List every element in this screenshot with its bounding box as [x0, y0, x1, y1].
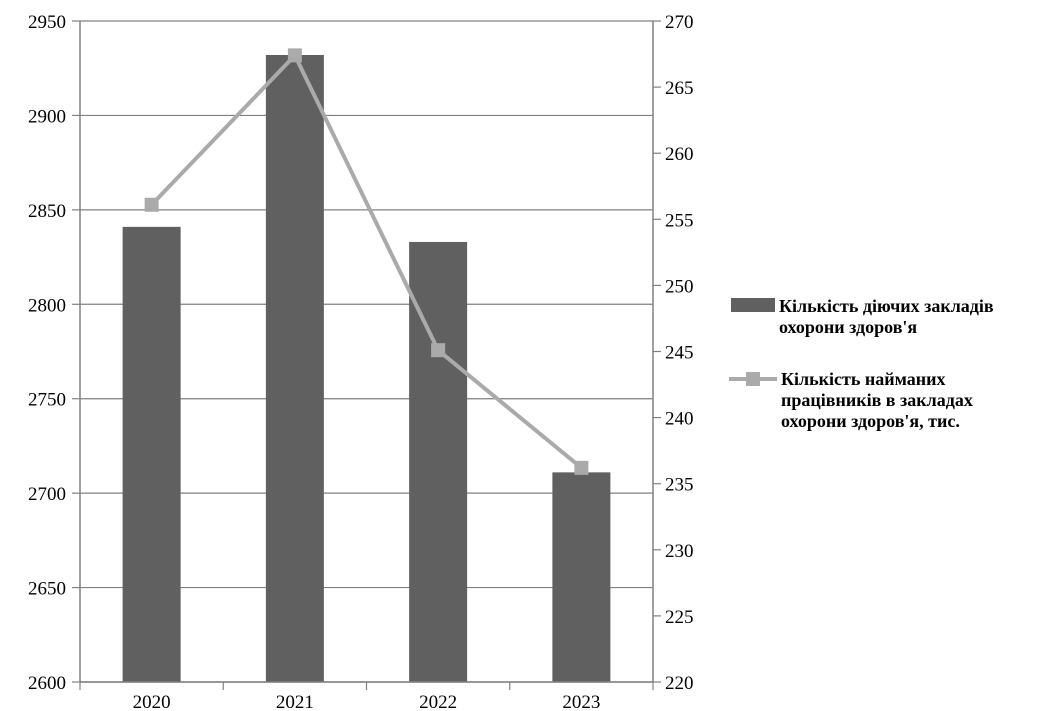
y-right-tick-label: 245: [665, 343, 694, 364]
x-tick-label: 2020: [133, 692, 171, 711]
y-right-tick-label: 230: [665, 541, 694, 562]
y-right-tick-label: 255: [665, 210, 694, 231]
tick-labels: 2600 2650 2700 2750 2800 2850 2900 2950 220 225 23…: [28, 12, 694, 711]
y-left-tick-label: 2900: [28, 106, 66, 127]
legend-line-marker: [746, 372, 760, 386]
legend-bar-swatch: [731, 298, 775, 312]
line-marker: [287, 48, 302, 63]
y-left-tick-label: 2700: [28, 484, 66, 505]
y-right-tick-label: 235: [665, 475, 694, 496]
legend-line-label-line2: працівників в закладах: [781, 390, 973, 410]
y-right-tick-label: 260: [665, 144, 694, 165]
line-marker: [574, 460, 589, 475]
x-tick-label: 2022: [419, 692, 457, 711]
x-tick-label: 2023: [562, 692, 600, 711]
y-left-tick-label: 2600: [28, 673, 66, 694]
y-right-tick-label: 240: [665, 409, 694, 430]
y-right-tick-label: 265: [665, 78, 694, 99]
y-left-tick-label: 2950: [28, 12, 66, 33]
series-line: [150, 51, 583, 470]
legend-line-label-line3: охорони здоров'я, тис.: [781, 411, 960, 431]
x-tick-label: 2021: [276, 692, 314, 711]
axes: [72, 20, 661, 690]
y-left-tick-label: 2800: [28, 295, 66, 316]
y-right-tick-label: 220: [665, 673, 694, 694]
y-left-tick-label: 2650: [28, 579, 66, 600]
legend: Кількість діючих закладів охорони здоров…: [729, 296, 994, 431]
bar: [552, 472, 611, 682]
bar-series: [122, 54, 611, 683]
y-left-tick-label: 2750: [28, 390, 66, 411]
bar: [409, 241, 468, 682]
y-right-tick-label: 250: [665, 276, 694, 297]
y-right-tick-label: 270: [665, 12, 694, 33]
line-series: [144, 48, 589, 475]
legend-bar-label-line1: Кількість діючих закладів: [779, 296, 994, 316]
bar: [265, 54, 324, 683]
legend-bar-label-line2: охорони здоров'я: [779, 317, 917, 337]
legend-line-label-line1: Кількість найманих: [781, 369, 946, 389]
bar: [122, 226, 181, 682]
y-right-tick-label: 225: [665, 607, 694, 628]
line-marker: [144, 197, 159, 212]
line-marker: [431, 343, 446, 358]
y-left-tick-label: 2850: [28, 201, 66, 222]
